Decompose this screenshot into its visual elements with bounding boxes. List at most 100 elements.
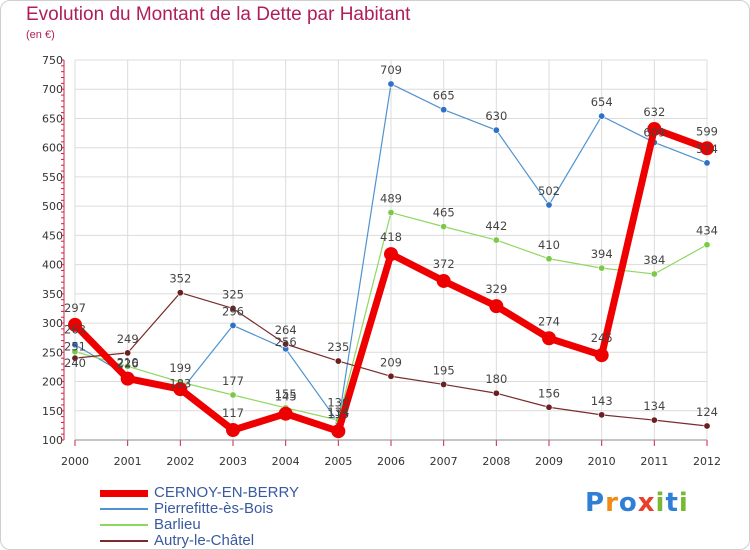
data-label: 235 [327, 340, 349, 354]
series-point-2 [124, 362, 132, 370]
data-label: 117 [222, 406, 244, 420]
series-point-0 [647, 121, 662, 136]
legend-swatch-pierrefitte [100, 508, 148, 510]
data-label: 145 [275, 390, 297, 404]
x-tick-label: 2008 [482, 455, 510, 468]
series-point-2 [229, 391, 237, 399]
legend-item-barlieu: Barlieu [100, 516, 360, 533]
series-point-3 [545, 403, 553, 411]
data-label: 209 [380, 355, 402, 369]
y-tick-label: 550 [42, 171, 63, 184]
logo-letter: o [618, 488, 638, 518]
series-point-2 [598, 264, 606, 272]
data-label: 632 [643, 105, 665, 119]
data-label-clustered: 609 [643, 125, 665, 139]
data-label: 665 [433, 89, 455, 103]
x-tick-label: 2005 [324, 455, 352, 468]
data-label: 177 [222, 374, 244, 388]
data-label: 654 [591, 95, 613, 109]
data-label: 264 [275, 323, 297, 337]
x-tick-label: 2010 [588, 455, 616, 468]
data-label: 442 [485, 219, 507, 233]
series-point-0 [278, 406, 293, 421]
series-point-3 [598, 411, 606, 419]
series-point-0 [700, 141, 714, 156]
series-point-3 [71, 354, 79, 362]
y-tick-label: 500 [42, 200, 63, 213]
series-point-3 [334, 357, 342, 365]
legend-swatch-cernoy [100, 489, 148, 497]
legend-label-cernoy: CERNOY-EN-BERRY [154, 484, 300, 501]
data-label: 502 [538, 184, 560, 198]
data-label: 352 [169, 272, 191, 286]
legend-label-autry: Autry-le-Châtel [154, 532, 255, 549]
series-point-0 [120, 371, 135, 386]
y-tick-label: 750 [42, 54, 63, 67]
data-label: 296 [222, 304, 244, 318]
y-tick-label: 350 [42, 288, 63, 301]
data-label: 245 [591, 331, 613, 345]
y-tick-label: 400 [42, 259, 63, 272]
legend-label-pierrefitte: Pierrefitte-ès-Bois [154, 500, 274, 517]
legend-item-autry: Autry-le-Châtel [100, 532, 360, 549]
series-point-1 [545, 201, 553, 209]
x-tick-label: 2007 [430, 455, 458, 468]
y-tick-label: 700 [42, 83, 63, 96]
y-tick-label: 650 [42, 112, 63, 125]
data-label: 115 [327, 407, 349, 421]
series-point-2 [650, 270, 658, 278]
data-label: 434 [696, 224, 718, 238]
legend-label-barlieu: Barlieu [154, 516, 201, 533]
data-label: 199 [169, 361, 191, 375]
logo-letter: P [585, 488, 606, 518]
series-point-0 [594, 348, 609, 363]
data-label: 297 [64, 301, 86, 315]
data-label: 410 [538, 238, 560, 252]
series-point-0 [68, 317, 82, 332]
data-label: 384 [643, 253, 665, 267]
data-label: 372 [433, 257, 455, 271]
y-tick-label: 200 [42, 376, 63, 389]
series-point-1 [71, 341, 79, 349]
data-label-clustered: 226 [117, 356, 139, 370]
x-tick-label: 2012 [693, 455, 721, 468]
logo-letter: i [655, 488, 666, 518]
x-tick-label: 2009 [535, 455, 563, 468]
series-point-2 [545, 255, 553, 263]
data-label: 195 [433, 363, 455, 377]
series-point-0 [384, 247, 398, 262]
proxiti-logo: Proxiti [585, 488, 689, 518]
y-tick-label: 450 [42, 229, 63, 242]
series-point-0 [436, 273, 451, 288]
series-point-3 [282, 340, 290, 348]
data-label-clustered: 240 [64, 356, 86, 370]
series-point-1 [229, 321, 237, 329]
logo-letter: r [605, 488, 619, 518]
data-label-clustered: 134 [327, 405, 349, 419]
data-label-clustered: 251 [64, 340, 86, 354]
data-label: 329 [485, 282, 507, 296]
series-point-3 [650, 416, 658, 424]
series-point-3 [387, 372, 395, 380]
data-label: 709 [380, 63, 402, 77]
x-tick-label: 2003 [219, 455, 247, 468]
series-point-3 [440, 380, 448, 388]
logo-letter: x [637, 488, 656, 518]
series-point-2 [703, 241, 711, 249]
data-label: 134 [643, 399, 665, 413]
series-point-2 [387, 209, 395, 217]
data-label: 394 [591, 247, 613, 261]
data-label-clustered: 183 [169, 376, 191, 390]
logo-letter: i [678, 488, 689, 518]
data-label-clustered: 210 [117, 356, 139, 370]
legend-swatch-autry [100, 540, 148, 542]
x-tick-label: 2004 [272, 455, 300, 468]
legend-item-cernoy: CERNOY-EN-BERRY [100, 484, 360, 501]
series-point-0 [226, 423, 240, 438]
legend-swatch-barlieu [100, 524, 148, 526]
data-label: 156 [538, 386, 560, 400]
data-label: 325 [222, 287, 244, 301]
data-label: 274 [538, 314, 560, 328]
data-label: 143 [591, 394, 613, 408]
series-point-0 [331, 424, 346, 439]
